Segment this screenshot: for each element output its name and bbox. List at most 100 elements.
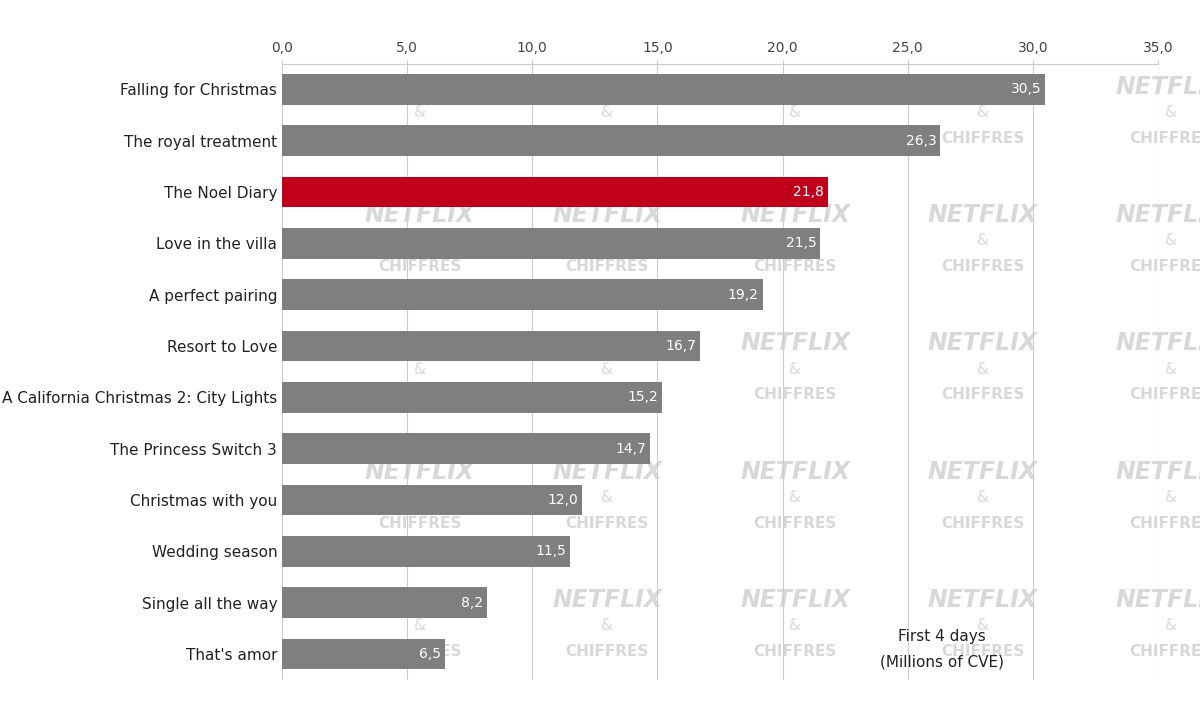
Text: CHIFFRES: CHIFFRES bbox=[565, 644, 649, 659]
Text: &: & bbox=[414, 362, 426, 377]
Text: 15,2: 15,2 bbox=[628, 390, 659, 404]
Text: NETFLIX: NETFLIX bbox=[365, 588, 475, 612]
Text: CHIFFRES: CHIFFRES bbox=[754, 644, 836, 659]
Text: CHIFFRES: CHIFFRES bbox=[941, 515, 1025, 530]
Text: NETFLIX: NETFLIX bbox=[928, 459, 1038, 484]
Text: CHIFFRES: CHIFFRES bbox=[754, 515, 836, 530]
Text: CHIFFRES: CHIFFRES bbox=[1129, 259, 1200, 274]
Text: CHIFFRES: CHIFFRES bbox=[565, 387, 649, 402]
Text: NETFLIX: NETFLIX bbox=[552, 459, 662, 484]
Bar bbox=[282, 125, 941, 156]
Text: 30,5: 30,5 bbox=[1010, 82, 1042, 96]
Text: CHIFFRES: CHIFFRES bbox=[941, 387, 1025, 402]
Text: 12,0: 12,0 bbox=[548, 493, 578, 507]
Text: NETFLIX: NETFLIX bbox=[740, 588, 850, 612]
Text: &: & bbox=[601, 490, 613, 505]
Text: (Millions of CVE): (Millions of CVE) bbox=[880, 654, 1004, 669]
Text: &: & bbox=[601, 618, 613, 633]
Text: NETFLIX: NETFLIX bbox=[928, 588, 1038, 612]
Text: CHIFFRES: CHIFFRES bbox=[754, 259, 836, 274]
Text: CHIFFRES: CHIFFRES bbox=[378, 515, 461, 530]
Text: &: & bbox=[790, 234, 802, 249]
Text: NETFLIX: NETFLIX bbox=[552, 75, 662, 99]
Text: NETFLIX: NETFLIX bbox=[365, 459, 475, 484]
Text: 14,7: 14,7 bbox=[616, 442, 646, 456]
Text: NETFLIX: NETFLIX bbox=[740, 331, 850, 355]
Text: CHIFFRES: CHIFFRES bbox=[1129, 131, 1200, 146]
Text: NETFLIX: NETFLIX bbox=[740, 203, 850, 227]
Text: &: & bbox=[601, 362, 613, 377]
Bar bbox=[282, 639, 445, 670]
Text: CHIFFRES: CHIFFRES bbox=[1129, 515, 1200, 530]
Text: CHIFFRES: CHIFFRES bbox=[754, 387, 836, 402]
Text: &: & bbox=[790, 105, 802, 120]
Text: &: & bbox=[414, 490, 426, 505]
Text: 8,2: 8,2 bbox=[462, 595, 484, 610]
Text: NETFLIX: NETFLIX bbox=[552, 588, 662, 612]
Text: 21,8: 21,8 bbox=[793, 185, 824, 199]
Text: &: & bbox=[414, 234, 426, 249]
Text: CHIFFRES: CHIFFRES bbox=[378, 259, 461, 274]
Bar bbox=[282, 74, 1045, 105]
Text: NETFLIX: NETFLIX bbox=[1116, 75, 1200, 99]
Text: First 4 days: First 4 days bbox=[898, 629, 986, 644]
Text: &: & bbox=[1164, 234, 1176, 249]
Text: &: & bbox=[414, 105, 426, 120]
Bar bbox=[282, 331, 700, 362]
Text: 21,5: 21,5 bbox=[786, 236, 816, 251]
Text: NETFLIX: NETFLIX bbox=[740, 75, 850, 99]
Text: CHIFFRES: CHIFFRES bbox=[378, 387, 461, 402]
Text: NETFLIX: NETFLIX bbox=[928, 75, 1038, 99]
Text: &: & bbox=[977, 362, 989, 377]
Text: CHIFFRES: CHIFFRES bbox=[941, 644, 1025, 659]
Text: NETFLIX: NETFLIX bbox=[928, 331, 1038, 355]
Text: &: & bbox=[414, 618, 426, 633]
Text: NETFLIX: NETFLIX bbox=[928, 203, 1038, 227]
Text: CHIFFRES: CHIFFRES bbox=[754, 131, 836, 146]
Text: CHIFFRES: CHIFFRES bbox=[1129, 644, 1200, 659]
Bar bbox=[282, 433, 650, 464]
Text: &: & bbox=[977, 105, 989, 120]
Text: &: & bbox=[601, 234, 613, 249]
Text: &: & bbox=[790, 490, 802, 505]
Text: &: & bbox=[1164, 490, 1176, 505]
Text: NETFLIX: NETFLIX bbox=[1116, 459, 1200, 484]
Text: CHIFFRES: CHIFFRES bbox=[378, 131, 461, 146]
Bar bbox=[282, 484, 582, 515]
Text: CHIFFRES: CHIFFRES bbox=[565, 259, 649, 274]
Bar bbox=[282, 177, 828, 207]
Text: 19,2: 19,2 bbox=[728, 287, 758, 302]
Bar bbox=[282, 536, 570, 566]
Text: NETFLIX: NETFLIX bbox=[365, 331, 475, 355]
Text: &: & bbox=[977, 490, 989, 505]
Text: NETFLIX: NETFLIX bbox=[1116, 588, 1200, 612]
Text: NETFLIX: NETFLIX bbox=[1116, 203, 1200, 227]
Text: 16,7: 16,7 bbox=[665, 339, 696, 353]
Text: &: & bbox=[601, 105, 613, 120]
Text: CHIFFRES: CHIFFRES bbox=[378, 644, 461, 659]
Bar bbox=[282, 588, 487, 618]
Text: &: & bbox=[977, 618, 989, 633]
Text: CHIFFRES: CHIFFRES bbox=[941, 131, 1025, 146]
Text: 11,5: 11,5 bbox=[535, 544, 566, 559]
Text: &: & bbox=[1164, 105, 1176, 120]
Text: NETFLIX: NETFLIX bbox=[552, 331, 662, 355]
Text: &: & bbox=[790, 618, 802, 633]
Text: 6,5: 6,5 bbox=[419, 647, 440, 661]
Text: CHIFFRES: CHIFFRES bbox=[1129, 387, 1200, 402]
Text: NETFLIX: NETFLIX bbox=[552, 203, 662, 227]
Bar bbox=[282, 382, 662, 413]
Text: NETFLIX: NETFLIX bbox=[365, 203, 475, 227]
Text: &: & bbox=[790, 362, 802, 377]
Text: &: & bbox=[977, 234, 989, 249]
Text: NETFLIX: NETFLIX bbox=[740, 459, 850, 484]
Text: &: & bbox=[1164, 362, 1176, 377]
Bar bbox=[282, 228, 820, 259]
Text: CHIFFRES: CHIFFRES bbox=[941, 259, 1025, 274]
Bar bbox=[282, 280, 762, 310]
Text: &: & bbox=[1164, 618, 1176, 633]
Text: CHIFFRES: CHIFFRES bbox=[565, 515, 649, 530]
Text: NETFLIX: NETFLIX bbox=[365, 75, 475, 99]
Text: 26,3: 26,3 bbox=[906, 134, 936, 148]
Text: NETFLIX: NETFLIX bbox=[1116, 331, 1200, 355]
